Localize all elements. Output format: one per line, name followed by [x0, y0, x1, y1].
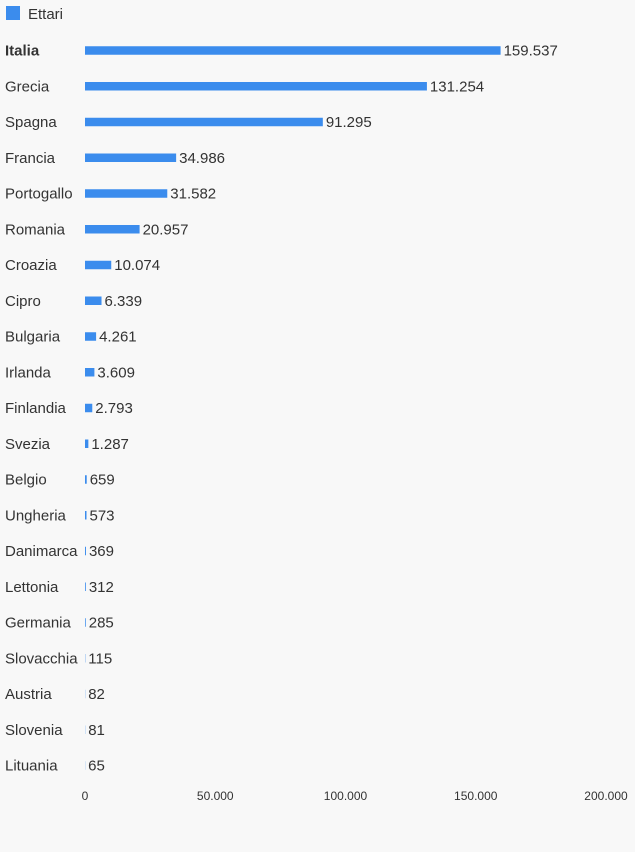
value-label-croazia: 10.074 — [114, 257, 160, 274]
legend-label: Ettari — [28, 6, 63, 23]
value-label-svezia: 1.287 — [91, 436, 129, 453]
category-label-germania: Germania — [5, 615, 72, 632]
bar-cipro — [85, 296, 102, 305]
legend-swatch — [6, 6, 20, 20]
category-label-portogallo: Portogallo — [5, 186, 73, 203]
value-label-austria: 82 — [88, 686, 105, 703]
bar-germania — [85, 618, 86, 627]
value-label-portogallo: 31.582 — [170, 186, 216, 203]
category-label-slovacchia: Slovacchia — [5, 650, 78, 667]
bar-portogallo — [85, 189, 168, 198]
value-label-finlandia: 2.793 — [95, 400, 133, 417]
value-label-slovenia: 81 — [88, 722, 105, 739]
x-tick-label: 200.000 — [584, 789, 628, 803]
value-label-lettonia: 312 — [89, 579, 114, 596]
category-label-irlanda: Irlanda — [5, 364, 52, 381]
bar-lettonia — [85, 582, 86, 591]
category-label-grecia: Grecia — [5, 78, 50, 95]
category-label-slovenia: Slovenia — [5, 722, 63, 739]
category-labels: Italia Grecia Spagna Francia Portogallo Roman… — [5, 43, 78, 775]
category-label-francia: Francia — [5, 150, 56, 167]
bar-ungheria — [85, 511, 87, 520]
value-label-spagna: 91.295 — [326, 114, 372, 131]
value-label-irlanda: 3.609 — [97, 364, 135, 381]
category-label-danimarca: Danimarca — [5, 543, 78, 560]
value-label-francia: 34.986 — [179, 150, 225, 167]
category-label-svezia: Svezia — [5, 436, 51, 453]
bars-group — [85, 46, 501, 770]
bar-belgio — [85, 475, 87, 484]
value-label-ungheria: 573 — [89, 507, 114, 524]
value-label-lituania: 65 — [88, 758, 105, 775]
category-label-lettonia: Lettonia — [5, 579, 59, 596]
category-label-austria: Austria — [5, 686, 52, 703]
category-label-finlandia: Finlandia — [5, 400, 67, 417]
bar-spagna — [85, 117, 323, 127]
value-label-cipro: 6.339 — [105, 293, 143, 310]
bar-danimarca — [85, 546, 86, 556]
x-axis: 0 50.000 100.000 150.000 200.000 — [82, 789, 628, 803]
category-label-italia: Italia — [5, 43, 40, 60]
bar-romania — [85, 225, 140, 234]
bar-francia — [85, 153, 177, 162]
legend: Ettari — [6, 6, 63, 23]
bar-grecia — [85, 82, 427, 91]
value-labels: 159.537 131.254 91.295 34.986 31.582 20.957 10… — [88, 43, 558, 775]
value-label-belgio: 659 — [90, 472, 115, 489]
bar-croazia — [85, 260, 112, 270]
category-label-bulgaria: Bulgaria — [5, 329, 61, 346]
x-tick-label: 50.000 — [197, 789, 234, 803]
category-label-romania: Romania — [5, 221, 66, 238]
value-label-danimarca: 369 — [89, 543, 114, 560]
bar-bulgaria — [85, 332, 97, 341]
category-label-ungheria: Ungheria — [5, 507, 67, 524]
category-label-croazia: Croazia — [5, 257, 57, 274]
category-label-spagna: Spagna — [5, 114, 57, 131]
value-label-italia: 159.537 — [504, 43, 558, 60]
bar-finlandia — [85, 403, 93, 413]
x-tick-label: 150.000 — [454, 789, 498, 803]
bar-irlanda — [85, 368, 95, 377]
category-label-cipro: Cipro — [5, 293, 41, 310]
value-label-germania: 285 — [89, 615, 114, 632]
value-label-grecia: 131.254 — [430, 78, 484, 95]
bar-svezia — [85, 439, 89, 448]
value-label-romania: 20.957 — [143, 221, 189, 238]
category-label-lituania: Lituania — [5, 758, 58, 775]
value-label-slovacchia: 115 — [88, 650, 112, 667]
x-tick-label: 100.000 — [324, 789, 368, 803]
category-label-belgio: Belgio — [5, 472, 47, 489]
x-tick-label: 0 — [82, 789, 89, 803]
bar-italia — [85, 46, 501, 55]
value-label-bulgaria: 4.261 — [99, 329, 137, 346]
